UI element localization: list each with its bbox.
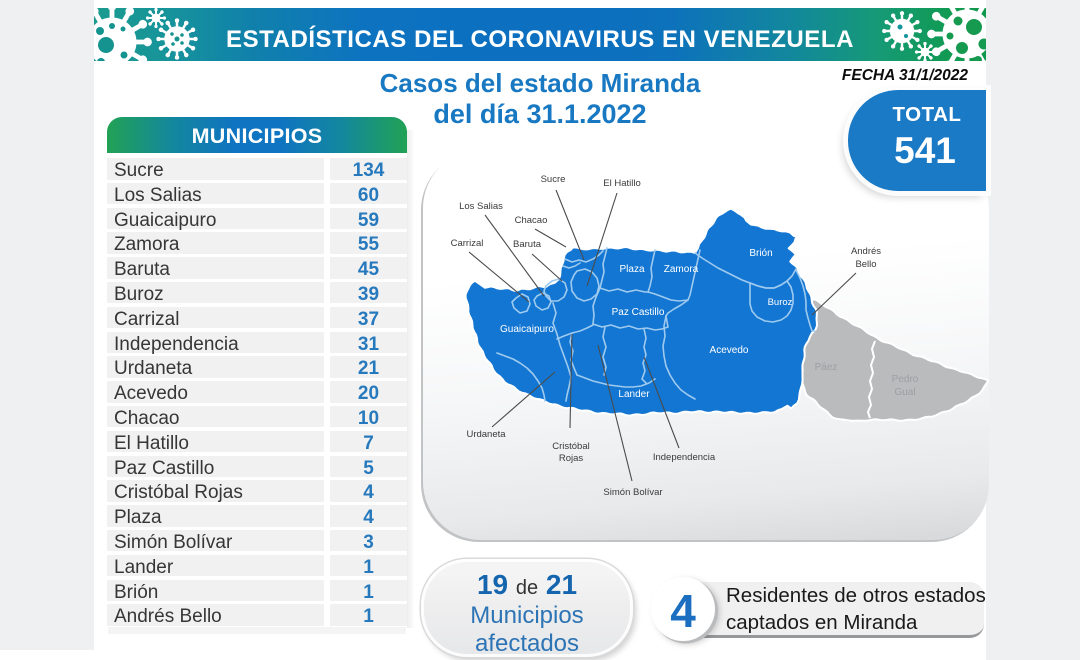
svg-text:Los Salias: Los Salias <box>459 201 503 212</box>
svg-text:Brión: Brión <box>749 248 772 259</box>
svg-text:Buroz: Buroz <box>768 297 793 308</box>
svg-text:Rojas: Rojas <box>559 453 584 464</box>
svg-text:Baruta: Baruta <box>513 239 542 250</box>
svg-text:Chacao: Chacao <box>515 215 548 226</box>
svg-text:Páez: Páez <box>815 362 838 373</box>
svg-text:Lander: Lander <box>618 389 650 400</box>
svg-text:Simón Bolívar: Simón Bolívar <box>603 487 662 498</box>
svg-text:Acevedo: Acevedo <box>710 345 749 356</box>
svg-text:Carrizal: Carrizal <box>451 238 484 249</box>
svg-text:Zamora: Zamora <box>664 264 699 275</box>
svg-text:Plaza: Plaza <box>619 264 644 275</box>
svg-text:Gual: Gual <box>894 387 915 398</box>
svg-text:Cristóbal: Cristóbal <box>552 441 590 452</box>
svg-text:Andrés: Andrés <box>851 246 881 257</box>
svg-text:Bello: Bello <box>855 259 876 270</box>
svg-text:Pedro: Pedro <box>892 374 919 385</box>
svg-text:Sucre: Sucre <box>541 174 566 185</box>
svg-text:Guaicaipuro: Guaicaipuro <box>500 324 554 335</box>
svg-text:Independencia: Independencia <box>653 452 716 463</box>
svg-text:Paz Castillo: Paz Castillo <box>612 307 665 318</box>
svg-text:Urdaneta: Urdaneta <box>466 429 506 440</box>
svg-text:El Hatillo: El Hatillo <box>603 178 641 189</box>
